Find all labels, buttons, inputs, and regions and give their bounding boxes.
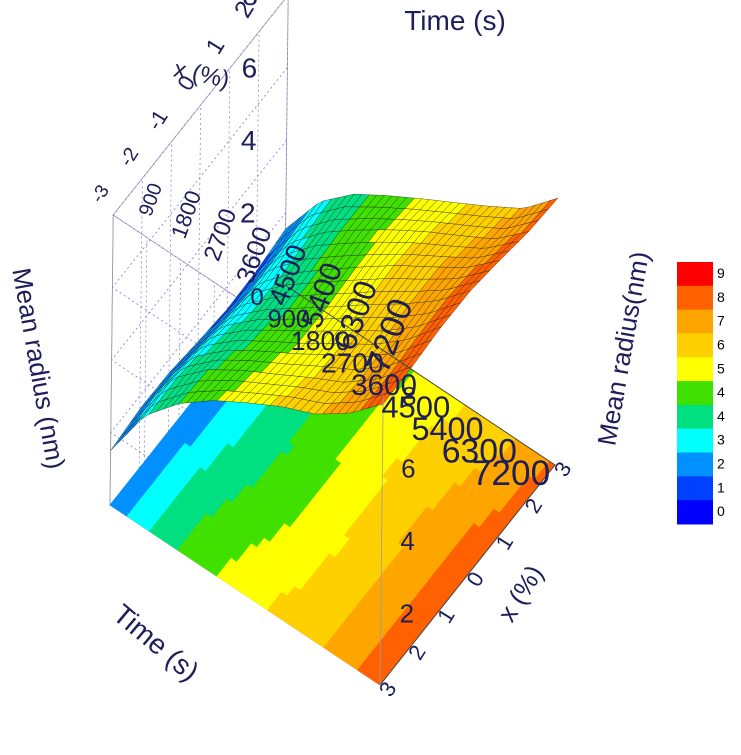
colorbar-label: 7	[717, 313, 725, 329]
colorbar-label: 2	[717, 456, 725, 472]
x-axis-title-top: x (%)	[171, 56, 231, 94]
x-axis-title-bottom: x (%)	[492, 560, 550, 627]
gridline-time	[177, 259, 182, 551]
gridline-x	[138, 178, 143, 469]
axis-ticks: 0900180027003600450054006300720090018002…	[86, 0, 576, 701]
gridline-x	[167, 141, 172, 432]
x-tick-top: 1	[201, 34, 230, 59]
x-tick-top: -1	[143, 106, 172, 134]
colorbar-swatch	[677, 357, 713, 382]
floor-edge	[284, 284, 556, 686]
surface-cell	[275, 222, 294, 244]
time-tick-bottom: 7200	[472, 454, 550, 493]
z-tick-left: 8	[242, 0, 258, 11]
surface-cell	[118, 421, 136, 444]
surface-cell	[120, 415, 138, 437]
colorbar-swatch	[677, 428, 713, 454]
surface-cell	[110, 429, 129, 451]
gridline-x	[226, 68, 231, 359]
time-tick-bottom: 0	[250, 284, 263, 311]
axis-frame	[284, 284, 556, 686]
z-tick-right: 6	[401, 454, 415, 484]
time-tick-bottom: 5400	[411, 411, 483, 447]
gridline-x	[197, 104, 202, 396]
gridline-time	[143, 237, 148, 528]
time-tick-bottom: 4500	[381, 390, 450, 425]
colorbar-swatch	[677, 452, 713, 477]
time-tick-bottom: 1800	[291, 326, 351, 356]
colorbar-label: 0	[717, 503, 725, 519]
z-tick-right: 4	[400, 526, 414, 556]
time-axis-title-top: Time (s)	[404, 5, 506, 36]
x-tick-top: -3	[86, 181, 113, 206]
colorbar-label: 4	[717, 384, 725, 400]
gridline-x	[255, 31, 260, 322]
colorbar-swatch	[677, 262, 713, 287]
time-tick-top: 1800	[166, 187, 206, 242]
time-tick-top: 2700	[199, 205, 243, 264]
gridline-z	[112, 0, 384, 396]
z-axis-title-right: Mean radius(nm)	[591, 249, 655, 448]
z-tick-left: 4	[241, 125, 257, 156]
colorbar-swatch	[677, 333, 713, 358]
x-tick-bottom: 0	[461, 567, 489, 591]
time-tick-bottom: 6300	[442, 433, 517, 471]
colorbar-swatch	[677, 476, 713, 501]
colorbar-label: 1	[717, 479, 725, 495]
gridline-x	[284, 0, 289, 286]
x-tick-bottom: 2	[403, 641, 431, 665]
colorbar-swatch	[677, 285, 713, 311]
gridline-z	[111, 67, 383, 468]
z-tick-right: 2	[400, 599, 414, 629]
gridline-z	[110, 212, 382, 613]
colorbar-label: 5	[717, 360, 725, 376]
z-axis-title-left: Mean radius (nm)	[6, 266, 71, 472]
time-tick-bottom: 2700	[321, 347, 384, 379]
z-tick-left: 2	[240, 198, 256, 229]
time-tick-top: 900	[135, 180, 167, 219]
time-axis-title-bottom: Time (s)	[107, 598, 205, 687]
x-tick-bottom: 2	[520, 494, 548, 518]
z-edge-right	[379, 394, 384, 686]
z-tick-right: 8	[402, 381, 416, 411]
z-tick-left: 6	[242, 53, 258, 84]
surface-cell	[127, 408, 146, 430]
colorbar-label: 8	[717, 289, 725, 305]
colorbar-label: 9	[717, 265, 725, 281]
colorbar-swatch	[677, 309, 713, 334]
radius-surface	[110, 193, 559, 451]
colorbar-swatch	[677, 500, 713, 525]
x-tick-bottom: 3	[549, 457, 577, 481]
colorbar-label: 3	[717, 432, 725, 448]
x-tick-bottom: 3	[374, 677, 402, 701]
colorbar-swatch	[677, 404, 713, 430]
colorbar-label: 4	[717, 408, 725, 424]
gridline-z	[111, 139, 382, 541]
x-tick-bottom: 1	[490, 531, 518, 555]
x-tick-top: -2	[115, 144, 143, 171]
colorbar: 9 8 7 6 5 4 4 3 2 1 0	[677, 262, 725, 525]
x-tick-bottom: 1	[432, 604, 460, 628]
time-tick-bottom: 3600	[351, 369, 417, 402]
colorbar-label: 6	[717, 336, 725, 352]
time-tick-bottom: 900	[268, 306, 310, 334]
colorbar-swatch	[677, 381, 713, 406]
